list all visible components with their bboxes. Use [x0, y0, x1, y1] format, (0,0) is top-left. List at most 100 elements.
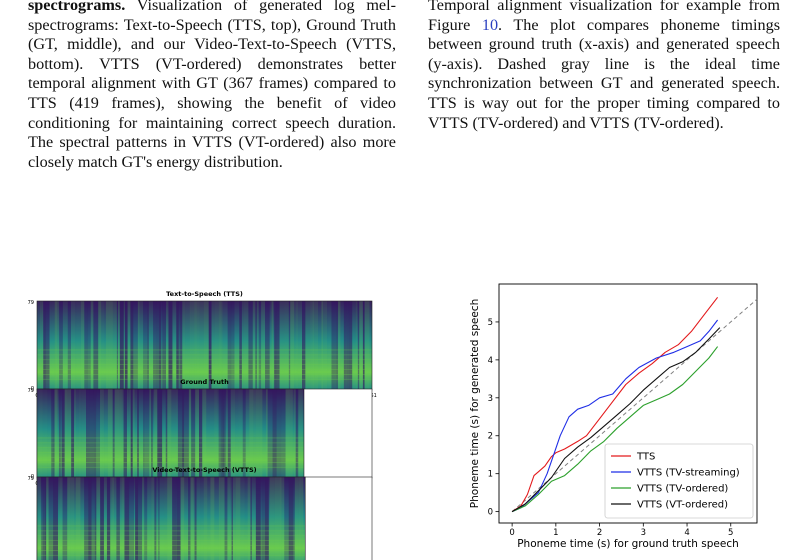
- spectrogram-frame-band: [180, 477, 185, 560]
- spectrogram-frame-band: [45, 301, 50, 390]
- spectrogram-frame-band: [167, 301, 169, 390]
- spectrogram-frame-band: [45, 477, 47, 560]
- spectrogram-frame-band: [67, 477, 71, 560]
- spectrogram-y-max-label: 79: [28, 300, 34, 306]
- left-caption: spectrograms. Visualization of generated…: [28, 0, 396, 172]
- spectrogram-frame-band: [222, 301, 228, 390]
- spectrogram-frame-band: [244, 477, 248, 560]
- spectrogram-frame-band: [258, 301, 262, 390]
- spectrogram-frame-band: [62, 389, 65, 478]
- spectrogram-frame-band: [154, 389, 158, 478]
- spectrogram-frame-band: [327, 301, 332, 390]
- spectrogram-frame-band: [284, 301, 289, 390]
- spectrogram-frame-band: [227, 389, 231, 478]
- spectrogram-frame-band: [232, 477, 236, 560]
- legend-entry-label: TTS: [636, 452, 655, 463]
- spectrogram-frame-band: [262, 389, 267, 478]
- spectrogram-frame-band: [206, 389, 210, 478]
- spectrogram-frame-band: [90, 301, 94, 390]
- y-tick-label: 1: [488, 470, 493, 480]
- spectrogram-frame-band: [266, 389, 268, 478]
- spectrogram-frame-band: [67, 301, 71, 390]
- spectrogram-frame-band: [86, 389, 90, 478]
- spectrogram-frame-band: [298, 477, 302, 560]
- spectrogram-frame-band: [41, 301, 44, 390]
- spectrogram-frame-band: [281, 389, 286, 478]
- right-caption: Temporal alignment visualization for exa…: [428, 0, 780, 133]
- spectrogram-frame-band: [51, 301, 55, 390]
- spectrogram-frame-band: [88, 477, 92, 560]
- spectrogram-frame-band: [110, 477, 113, 560]
- spectrogram-frame-band: [76, 389, 79, 478]
- spectrogram-frame-band: [317, 301, 322, 390]
- spectrogram-frame-band: [117, 301, 120, 390]
- spectrogram-frame-band: [143, 301, 148, 390]
- spectrogram-frame-band: [106, 477, 111, 560]
- spectrogram-frame-band: [268, 477, 271, 560]
- spectrogram-frame-band: [144, 477, 148, 560]
- spectrogram-frame-band: [103, 477, 107, 560]
- spectrogram-frame-band: [107, 389, 113, 478]
- spectrogram-frame-band: [154, 477, 157, 560]
- spectrogram-frame-band: [214, 301, 219, 390]
- spectrogram-frame-band: [189, 301, 192, 390]
- spectrogram-frame-band: [158, 477, 160, 560]
- spectrogram-frame-band: [37, 477, 42, 560]
- spectrogram-frame-band: [274, 301, 277, 390]
- spectrogram-frame-band: [48, 477, 54, 560]
- spectrogram-frame-band: [57, 477, 60, 560]
- spectrogram-frame-band: [172, 301, 177, 390]
- spectrogram-frame-band: [369, 301, 372, 390]
- spectrogram-frame-band: [177, 389, 183, 478]
- spectrogram-frame-band: [104, 389, 108, 478]
- spectrogram-frame-band: [108, 301, 113, 390]
- spectrogram-frame-band: [124, 477, 130, 560]
- spectrogram-frame-band: [62, 477, 68, 560]
- spectrogram-frame-band: [271, 301, 274, 390]
- spectrogram-frame-band: [296, 301, 298, 390]
- spectrogram-frame-band: [123, 301, 125, 390]
- spectrogram-frame-band: [242, 389, 246, 478]
- spectrogram-frame-band: [239, 301, 242, 390]
- spectrogram-frame-band: [178, 301, 181, 390]
- spectrogram-frame-band: [310, 301, 313, 390]
- spectrogram-frame-band: [202, 389, 207, 478]
- spectrogram-frame-band: [100, 477, 104, 560]
- spectrogram-frame-band: [226, 389, 228, 478]
- spectrogram-frame-band: [159, 477, 165, 560]
- x-tick-label: 3: [641, 528, 646, 538]
- spectrogram-frame-band: [336, 301, 339, 390]
- spectrogram-frame-band: [245, 389, 250, 478]
- spectrogram-frame-band: [37, 389, 40, 478]
- spectrogram-frame-band: [84, 301, 88, 390]
- spectrogram-y-min-label: 0: [31, 474, 34, 480]
- spectrogram-title: Text-to-Speech (TTS): [166, 290, 243, 298]
- spectrogram-frame-band: [323, 301, 328, 390]
- spectrogram-frame-band: [58, 389, 61, 478]
- spectrogram-frame-band: [102, 389, 105, 478]
- spectrogram-frame-band: [190, 477, 194, 560]
- spectrogram-frame-band: [184, 477, 187, 560]
- series-line: [511, 346, 719, 513]
- spectrogram-frame-band: [295, 389, 297, 478]
- spectrogram-frame-band: [93, 301, 99, 390]
- spectrogram-frame-band: [162, 301, 166, 390]
- spectrogram-frame-band: [129, 389, 131, 478]
- spectrogram-frame-band: [144, 389, 150, 478]
- spectrogram-frame-band: [159, 301, 161, 390]
- x-tick-label: 4: [684, 528, 689, 538]
- spectrogram-frame-band: [203, 477, 208, 560]
- spectrogram-frame-band: [265, 301, 270, 390]
- spectrogram-frame-band: [119, 477, 122, 560]
- spectrogram-frame-band: [105, 301, 109, 390]
- spectrogram-frame-band: [321, 301, 324, 390]
- spectrogram-frame-band: [46, 477, 49, 560]
- spectrogram-frame-band: [137, 301, 140, 390]
- spectrogram-frame-band: [76, 301, 81, 390]
- spectrogram-frame-band: [267, 389, 273, 478]
- spectrogram-frame-band: [119, 389, 122, 478]
- figure-reference-link[interactable]: 10: [481, 15, 499, 34]
- spectrogram-frame-band: [71, 389, 75, 478]
- spectrogram-frame-band: [338, 301, 341, 390]
- spectrogram-frame-band: [96, 389, 100, 478]
